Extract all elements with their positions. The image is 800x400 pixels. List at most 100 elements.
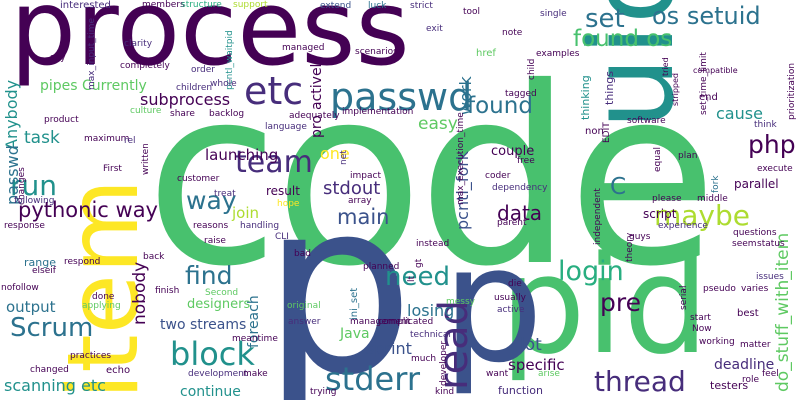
word-customer: customer [177, 174, 220, 184]
word-pseudo: pseudo [703, 284, 736, 294]
word-free: free [517, 156, 535, 166]
word-status: status [757, 239, 785, 249]
word-second: Second [205, 288, 239, 298]
word-testers: testers [710, 379, 749, 392]
word-scrum: Scrum [10, 313, 94, 343]
word-compatible: compatible [693, 66, 738, 75]
word-luck: luck [368, 1, 387, 11]
word-specific: specific [508, 356, 565, 374]
word-bad: bad [294, 249, 311, 259]
word-want: want [486, 369, 509, 379]
word-whole: whole [210, 79, 237, 89]
word-best: best [737, 308, 759, 319]
word-make: make [243, 369, 268, 379]
word-work: work [456, 76, 475, 115]
word-max-execution-time: max_execution_time [456, 112, 466, 205]
word-scanning-etc: scanning etc [4, 376, 106, 395]
word-role: role [742, 375, 760, 385]
word-plan: plan [678, 151, 698, 161]
word-tool: tool [463, 7, 481, 17]
word-result: result [266, 184, 300, 198]
word-set-time-limit: set_time_limit [699, 52, 709, 115]
word-process: process [10, 0, 410, 89]
word-matter: matter [740, 340, 771, 350]
word-order: order [191, 65, 215, 75]
word-finish: finish [155, 286, 180, 296]
word-examples: examples [536, 49, 580, 59]
word-note: note [502, 28, 523, 38]
word-much: much [411, 354, 437, 364]
word-execute: execute [757, 164, 793, 174]
word-thinking: thinking [579, 75, 592, 120]
word-completely: completely [120, 61, 170, 71]
word-non: non [585, 126, 604, 137]
word-extend: extend [320, 1, 352, 11]
word-now: Now [692, 324, 712, 334]
word-run: run [10, 169, 58, 202]
word-kind: kind [435, 387, 455, 397]
word-children: children [176, 83, 213, 93]
word-gt: gt [414, 258, 424, 268]
word-code: code [145, 35, 718, 320]
word-usually: usually [494, 293, 526, 303]
word-found-os: found os [573, 26, 673, 52]
word-response: response [4, 221, 45, 231]
word-elseif: elseif [32, 266, 56, 276]
word-maybe: maybe [654, 199, 751, 232]
word-scenarios: scenarios [355, 47, 398, 57]
word-members: members [142, 0, 185, 10]
word-structure: structure [181, 0, 222, 10]
word-pipes-currently: pipes Currently [40, 78, 147, 94]
word-designers: designers [187, 297, 251, 312]
word-stripped: stripped [671, 73, 680, 106]
word-product: product [44, 115, 79, 125]
word-tagged: tagged [505, 89, 537, 99]
word-p-large: p [262, 148, 415, 400]
word-fork: fork [711, 175, 721, 193]
word-subprocess: subprocess [140, 90, 231, 109]
word-language: language [265, 122, 307, 132]
word-development: development [188, 369, 248, 379]
word-nobody: nobody [130, 261, 150, 325]
word-complicated: complicated [378, 317, 434, 327]
word-os-setuid: os setuid [652, 2, 761, 30]
word-pre: pre [600, 288, 641, 317]
word-cause: cause [716, 104, 763, 123]
word-say: say [50, 53, 66, 63]
word-block: block [170, 335, 255, 373]
word-team: team [235, 145, 313, 180]
word-implementation: implementation [342, 107, 414, 117]
word-active: active [497, 305, 525, 315]
word-feel: feel [762, 369, 779, 379]
word-parent: parent [497, 218, 527, 228]
word-back: back [143, 252, 165, 262]
word-data: data [497, 201, 543, 225]
word-meantime: meantime [232, 334, 278, 344]
word-die: die [508, 279, 522, 289]
word-reasons: reasons [193, 221, 229, 231]
word-lot: lot [520, 335, 542, 355]
word-edit: EDIT [602, 122, 612, 143]
word-coder: coder [485, 171, 511, 181]
word-software: software [627, 116, 666, 126]
word-actively: actively [309, 55, 325, 110]
word-etc: etc [244, 69, 304, 113]
word-found: found [467, 93, 533, 119]
word-culture: culture [130, 106, 162, 116]
word-java: Java [340, 326, 370, 342]
word-href: href [476, 48, 496, 59]
word-answer: answer [288, 317, 321, 327]
word-thread: thread [594, 365, 686, 398]
word-sprint: sprint [366, 339, 412, 358]
word-handling: handling [240, 221, 280, 231]
word-tried: tried [661, 57, 670, 76]
word-first: First [103, 164, 122, 174]
word-questions: questions [733, 228, 777, 238]
word-maximum: maximum [84, 134, 130, 144]
word-practices: practices [70, 351, 112, 361]
word-task: task [24, 128, 60, 148]
word-hope: hope [277, 199, 300, 209]
word-treat: treat [214, 189, 236, 199]
word-echo: echo [106, 365, 131, 376]
